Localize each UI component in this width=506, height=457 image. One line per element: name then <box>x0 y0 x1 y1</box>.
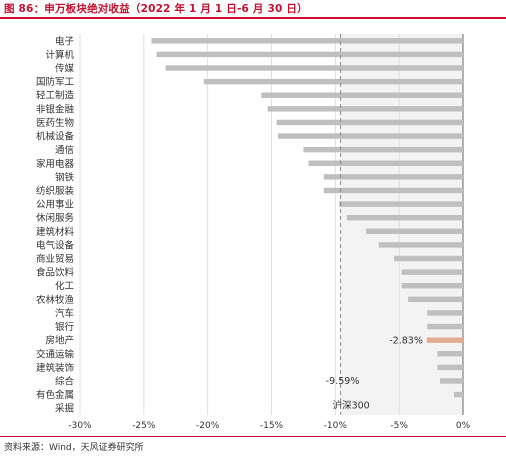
category-label-18: 食品饮料 <box>36 267 75 279</box>
bar-11 <box>323 174 463 180</box>
category-label-24: 交通运输 <box>36 348 75 360</box>
bar-21 <box>427 310 463 316</box>
x-tick-label-1: -25% <box>132 421 156 431</box>
category-label-27: 有色金属 <box>36 389 74 401</box>
bar-8 <box>277 133 463 139</box>
bar-16 <box>378 242 463 248</box>
bar-17 <box>394 255 463 262</box>
bar-22 <box>427 323 463 330</box>
bar-12 <box>323 187 463 194</box>
category-label-6: 非银金融 <box>36 103 75 115</box>
reference-value-label: -9.59% <box>326 376 360 387</box>
category-label-1: 电子 <box>55 35 75 47</box>
category-label-15: 建筑材料 <box>36 226 75 238</box>
bar-20 <box>408 296 463 303</box>
data-label-real-estate: -2.83% <box>389 336 423 347</box>
x-tick-label-3: -15% <box>260 421 284 431</box>
bar-24 <box>437 351 463 357</box>
category-label-21: 汽车 <box>55 307 74 319</box>
category-label-12: 纺织服装 <box>36 185 75 197</box>
category-label-22: 银行 <box>55 321 75 333</box>
category-label-11: 钢铁 <box>55 171 75 183</box>
category-label-3: 传媒 <box>55 63 75 75</box>
bar-14 <box>346 214 463 221</box>
bar-27 <box>454 391 463 398</box>
x-tick-label-2: -20% <box>196 421 220 431</box>
category-label-9: 通信 <box>55 144 74 156</box>
category-label-5: 轻工制造 <box>36 90 75 102</box>
bar-6 <box>267 106 463 112</box>
bar-13 <box>339 201 463 207</box>
category-label-7: 医药生物 <box>36 117 75 129</box>
x-tick-label-6: 0% <box>456 421 471 431</box>
x-tick-label-0: -30% <box>68 421 92 431</box>
category-label-16: 电气设备 <box>36 239 75 251</box>
category-label-17: 商业贸易 <box>36 253 74 265</box>
category-label-13: 公用事业 <box>36 199 74 211</box>
reference-shade <box>340 34 463 415</box>
source-divider <box>0 436 506 437</box>
reference-series-label: 沪深300 <box>333 399 370 411</box>
bar-5 <box>261 92 463 98</box>
category-label-26: 综合 <box>55 375 75 387</box>
bar-2 <box>156 51 463 58</box>
bar-1 <box>151 38 463 44</box>
bar-25 <box>437 364 463 371</box>
category-label-2: 计算机 <box>45 49 74 61</box>
x-tick-label-4: -10% <box>324 421 348 431</box>
category-label-8: 机械设备 <box>36 131 75 143</box>
bar-19 <box>401 283 463 289</box>
bar-15 <box>365 228 463 235</box>
bar-3 <box>165 65 463 71</box>
category-label-10: 家用电器 <box>36 158 75 170</box>
bar-10 <box>308 160 463 166</box>
category-label-20: 农林牧渔 <box>36 294 75 306</box>
bar-23 <box>426 337 463 343</box>
category-label-19: 化工 <box>55 280 75 292</box>
bar-chart: 电子计算机传媒国防军工轻工制造非银金融医药生物机械设备通信家用电器钢铁纺织服装公… <box>36 34 471 431</box>
bar-7 <box>276 119 463 126</box>
figure-title: 图 86：申万板块绝对收益（2022 年 1 月 1 日-6 月 30 日） <box>4 3 308 15</box>
category-label-28: 采掘 <box>55 403 74 415</box>
bar-4 <box>203 78 463 85</box>
x-tick-label-5: -5% <box>390 421 408 431</box>
category-label-14: 休闲服务 <box>36 212 75 224</box>
category-label-23: 房地产 <box>45 335 74 347</box>
bar-26 <box>440 378 463 384</box>
category-label-25: 建筑装饰 <box>36 362 74 374</box>
category-label-4: 国防军工 <box>36 76 75 88</box>
bar-18 <box>401 269 463 275</box>
bar-9 <box>303 146 463 153</box>
source-note: 资料来源：Wind，天风证券研究所 <box>4 443 144 453</box>
figure-header: 图 86：申万板块绝对收益（2022 年 1 月 1 日-6 月 30 日） <box>0 0 506 19</box>
